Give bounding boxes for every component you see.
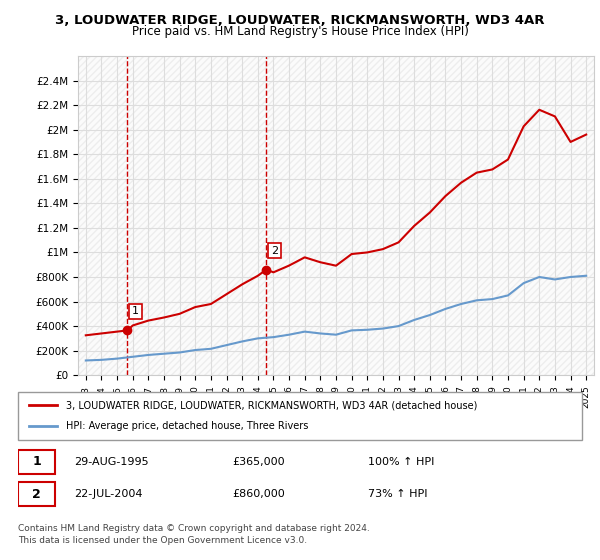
Text: HPI: Average price, detached house, Three Rivers: HPI: Average price, detached house, Thre… [66,421,308,431]
Text: £860,000: £860,000 [232,489,285,499]
Text: 1: 1 [32,455,41,469]
Text: 2: 2 [32,488,41,501]
FancyBboxPatch shape [18,482,55,506]
FancyBboxPatch shape [18,450,55,474]
Text: This data is licensed under the Open Government Licence v3.0.: This data is licensed under the Open Gov… [18,536,307,545]
Text: £365,000: £365,000 [232,457,285,467]
Text: 22-JUL-2004: 22-JUL-2004 [74,489,143,499]
Text: 29-AUG-1995: 29-AUG-1995 [74,457,149,467]
FancyBboxPatch shape [18,392,582,440]
Text: 73% ↑ HPI: 73% ↑ HPI [368,489,427,499]
Text: 1: 1 [132,306,139,316]
Text: 3, LOUDWATER RIDGE, LOUDWATER, RICKMANSWORTH, WD3 4AR (detached house): 3, LOUDWATER RIDGE, LOUDWATER, RICKMANSW… [66,400,478,410]
Text: Contains HM Land Registry data © Crown copyright and database right 2024.: Contains HM Land Registry data © Crown c… [18,524,370,533]
Text: Price paid vs. HM Land Registry's House Price Index (HPI): Price paid vs. HM Land Registry's House … [131,25,469,38]
Text: 3, LOUDWATER RIDGE, LOUDWATER, RICKMANSWORTH, WD3 4AR: 3, LOUDWATER RIDGE, LOUDWATER, RICKMANSW… [55,14,545,27]
Text: 2: 2 [271,246,278,256]
Text: 100% ↑ HPI: 100% ↑ HPI [368,457,434,467]
